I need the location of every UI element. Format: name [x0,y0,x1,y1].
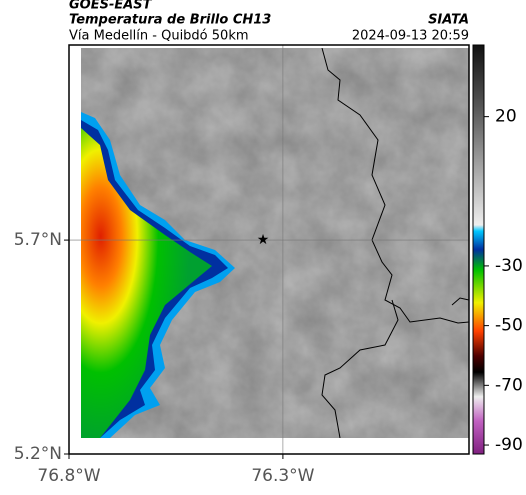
title: GOES-EAST [69,0,153,13]
colorbar-tick-label: -30 [495,256,523,276]
colorbar-tick-label: -70 [495,375,523,395]
lon-tick-label: 76.8°W [37,466,100,486]
lat-tick-label: 5.7°N [14,230,62,250]
lat-tick-label: 5.2°N [14,444,62,464]
datetime: 2024-09-13 20:59 [352,29,469,44]
lon-tick-label: 76.3°W [251,466,314,486]
location-marker: ★ [257,232,270,248]
colorbar [472,44,485,455]
colorbar-tick-label: 20 [495,107,517,127]
source: SIATA [428,13,469,28]
colorbar-tick-label: -50 [495,316,523,336]
map-frame [68,44,470,455]
satellite-image [81,48,469,438]
subtitle: Temperatura de Brillo CH13 [69,13,271,28]
colorbar-tick-label: -90 [495,435,523,455]
location: Vía Medellín - Quibdó 50km [69,29,249,44]
